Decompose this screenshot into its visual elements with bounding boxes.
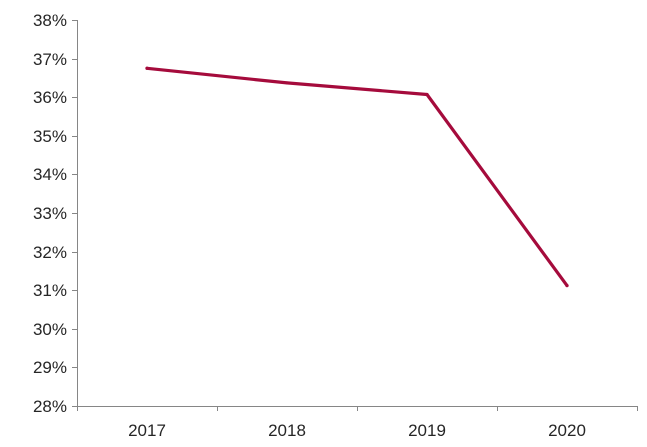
series-line bbox=[145, 66, 569, 288]
data-point bbox=[425, 92, 429, 97]
y-tick-label: 37% bbox=[33, 50, 67, 69]
y-tick-label: 29% bbox=[33, 358, 67, 377]
data-point bbox=[285, 81, 289, 85]
data-point bbox=[145, 66, 149, 70]
y-tick-label: 30% bbox=[33, 320, 67, 339]
y-tick-label: 33% bbox=[33, 204, 67, 223]
y-axis: 28% 29% 30% 31% 32% 33% 34% 35% 36% 37% 38% bbox=[33, 11, 78, 416]
y-tick-label: 28% bbox=[33, 397, 67, 416]
y-tick-label: 38% bbox=[33, 11, 67, 30]
y-tick-label: 34% bbox=[33, 165, 67, 184]
series-group bbox=[145, 66, 569, 288]
x-tick-label: 2017 bbox=[128, 421, 166, 440]
y-tick-label: 31% bbox=[33, 281, 67, 300]
x-tick-label: 2018 bbox=[268, 421, 306, 440]
x-tick-label: 2019 bbox=[408, 421, 446, 440]
y-tick-label: 32% bbox=[33, 243, 67, 262]
y-tick-label: 36% bbox=[33, 88, 67, 107]
x-tick-label: 2020 bbox=[548, 421, 586, 440]
data-point bbox=[565, 283, 569, 288]
y-tick-label: 35% bbox=[33, 127, 67, 146]
x-axis: 2017 2018 2019 2020 bbox=[77, 406, 638, 440]
